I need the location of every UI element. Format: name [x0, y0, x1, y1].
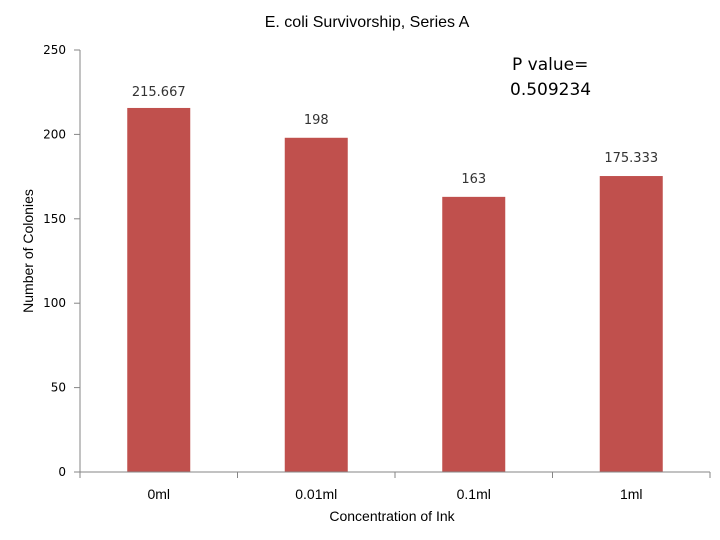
- data-label: 215.667: [132, 85, 186, 100]
- y-tick-label: 200: [43, 127, 66, 141]
- p-value-number: 0.509234: [510, 80, 591, 100]
- bars: [127, 107, 663, 472]
- bar: [599, 176, 663, 472]
- bar: [284, 137, 348, 472]
- y-tick-label: 100: [43, 296, 66, 310]
- data-label: 163: [461, 172, 486, 187]
- bar: [442, 196, 506, 472]
- x-category-label: 0.1ml: [457, 486, 491, 502]
- y-axis-label: Number of Colonies: [20, 189, 36, 313]
- y-ticks: 0 50 100 150 200 250: [43, 43, 80, 479]
- x-axis-label: Concentration of Ink: [329, 508, 455, 524]
- y-tick-label: 0: [58, 465, 66, 479]
- bar: [127, 107, 191, 472]
- data-label: 198: [304, 113, 329, 128]
- x-category-label: 0.01ml: [295, 486, 337, 502]
- x-category-label: 1ml: [620, 486, 643, 502]
- chart-title: E. coli Survivorship, Series A: [265, 14, 470, 31]
- y-tick-label: 250: [43, 43, 66, 57]
- x-categories: 0ml 0.01ml 0.1ml 1ml: [79, 472, 711, 502]
- x-category-label: 0ml: [147, 486, 170, 502]
- y-tick-label: 50: [51, 381, 66, 395]
- p-value-label: P value=: [512, 55, 588, 75]
- data-label: 175.333: [604, 151, 658, 166]
- data-labels: 215.667 198 163 175.333: [132, 85, 658, 187]
- y-tick-label: 150: [43, 212, 66, 226]
